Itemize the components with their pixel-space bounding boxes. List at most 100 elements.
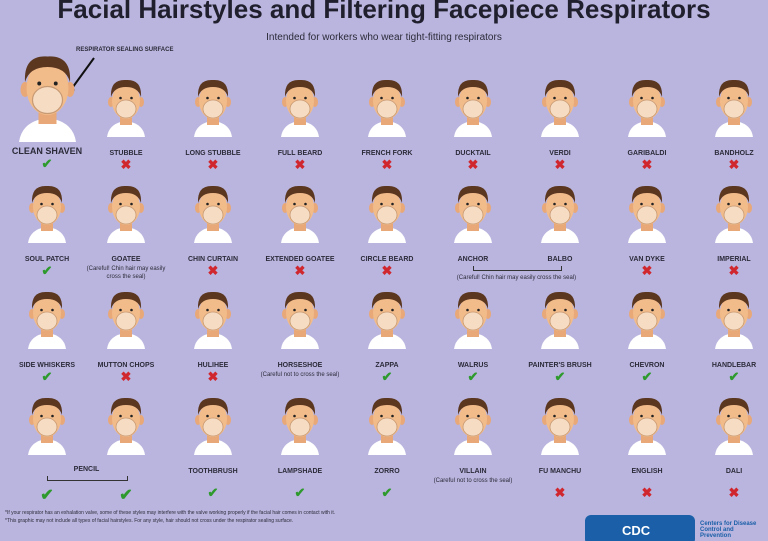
face xyxy=(368,397,406,455)
status-mark: ✖ xyxy=(381,263,393,278)
style-label: DALI xyxy=(725,468,743,475)
style-note: (Careful! Chin hair may easily cross the… xyxy=(86,266,166,280)
style-label: HULIHEE xyxy=(197,362,229,369)
style-label: FRENCH FORK xyxy=(361,150,413,157)
status-mark: ✖ xyxy=(641,263,653,278)
face xyxy=(454,291,492,349)
face xyxy=(541,397,579,455)
status-mark: ✖ xyxy=(554,157,566,172)
style-label: VERDI xyxy=(549,150,571,157)
style-note: (Careful not to cross the seal) xyxy=(260,372,340,378)
face xyxy=(628,291,666,349)
face xyxy=(281,291,319,349)
status-mark: ✔ xyxy=(554,369,566,384)
status-mark: ✖ xyxy=(294,263,306,278)
style-label: MUTTON CHOPS xyxy=(97,362,155,369)
style-label: DUCKTAIL xyxy=(455,150,491,157)
style-label: VILLAIN xyxy=(459,468,487,475)
group-label: PENCIL xyxy=(73,466,100,473)
status-mark: ✖ xyxy=(728,157,740,172)
style-label: BANDHOLZ xyxy=(714,150,754,157)
style-label: LONG STUBBLE xyxy=(185,150,241,157)
style-label: FULL BEARD xyxy=(277,150,323,157)
style-label: STUBBLE xyxy=(109,150,143,157)
face xyxy=(107,397,145,455)
status-mark: ✔ xyxy=(40,487,54,504)
face xyxy=(541,79,579,137)
style-label: GOATEE xyxy=(111,256,141,263)
style-label: TOOTHBRUSH xyxy=(188,468,238,475)
logo-text: CDC xyxy=(622,523,651,538)
face xyxy=(628,185,666,243)
style-label: SIDE WHISKERS xyxy=(18,362,75,369)
style-label: IMPERIAL xyxy=(717,256,751,263)
status-mark: ✖ xyxy=(120,369,132,384)
style-label: PAINTER'S BRUSH xyxy=(528,362,592,369)
status-mark: ✔ xyxy=(641,369,653,384)
face xyxy=(715,185,753,243)
group-bracket xyxy=(47,476,128,481)
style-label: FU MANCHU xyxy=(538,468,582,475)
face xyxy=(107,291,145,349)
face xyxy=(194,79,232,137)
status-mark: ✖ xyxy=(207,157,219,172)
face xyxy=(194,185,232,243)
status-mark: ✖ xyxy=(294,157,306,172)
face xyxy=(281,185,319,243)
style-label: CIRCLE BEARD xyxy=(360,256,414,263)
face xyxy=(454,185,492,243)
status-mark: ✖ xyxy=(381,157,393,172)
group-note: (Careful! Chin hair may easily cross the… xyxy=(456,275,577,281)
title: Facial Hairstyles and Filtering Facepiec… xyxy=(57,0,711,24)
style-label: GARIBALDI xyxy=(627,150,667,157)
footnote: *This graphic may not include all types … xyxy=(5,518,294,524)
logo-caption: Centers for Disease Control and Preventi… xyxy=(700,521,757,539)
face xyxy=(368,185,406,243)
face xyxy=(28,185,66,243)
face xyxy=(368,79,406,137)
style-label: ZAPPA xyxy=(375,362,399,369)
face xyxy=(541,185,579,243)
status-mark: ✖ xyxy=(728,485,740,500)
status-mark: ✖ xyxy=(641,485,653,500)
face xyxy=(194,291,232,349)
face xyxy=(107,185,145,243)
style-label: CHIN CURTAIN xyxy=(187,256,239,263)
status-mark: ✖ xyxy=(207,369,219,384)
status-mark: ✖ xyxy=(641,157,653,172)
style-label: ANCHOR xyxy=(457,256,489,263)
footnote: *If your respirator has an exhalation va… xyxy=(5,510,336,516)
style-label: SOUL PATCH xyxy=(24,256,70,263)
face xyxy=(541,291,579,349)
style-note: (Careful not to cross the seal) xyxy=(433,478,513,484)
face xyxy=(368,291,406,349)
face xyxy=(628,397,666,455)
status-mark: ✔ xyxy=(41,156,53,171)
face xyxy=(28,291,66,349)
style-label: WALRUS xyxy=(457,362,489,369)
group-bracket xyxy=(473,266,562,271)
style-label: BALBO xyxy=(547,256,573,263)
style-label: ENGLISH xyxy=(631,468,663,475)
logo-badge xyxy=(585,515,695,541)
style-label: HANDLEBAR xyxy=(711,362,757,369)
style-label: ZORRO xyxy=(374,468,400,475)
face xyxy=(28,397,66,455)
face xyxy=(107,79,145,137)
status-mark: ✖ xyxy=(554,485,566,500)
status-mark: ✔ xyxy=(467,369,479,384)
face xyxy=(715,79,753,137)
style-label: CLEAN SHAVEN xyxy=(11,146,83,156)
face xyxy=(281,79,319,137)
status-mark: ✖ xyxy=(120,157,132,172)
status-mark: ✔ xyxy=(381,369,393,384)
style-label: LAMPSHADE xyxy=(277,468,323,475)
face xyxy=(454,397,492,455)
status-mark: ✔ xyxy=(119,487,133,504)
status-mark: ✔ xyxy=(41,263,53,278)
face xyxy=(281,397,319,455)
style-label: HORSESHOE xyxy=(277,362,323,369)
status-mark: ✔ xyxy=(728,369,740,384)
subtitle: Intended for workers who wear tight-fitt… xyxy=(266,32,502,43)
